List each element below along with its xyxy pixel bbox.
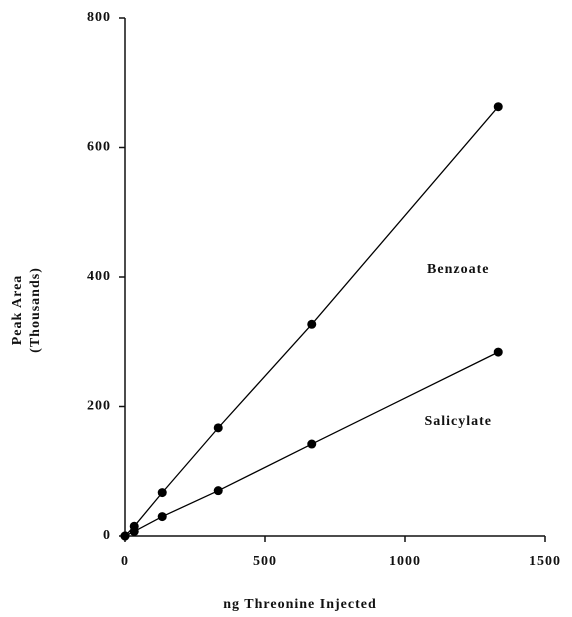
y-axis-label: Peak Area [10,275,25,346]
data-point [493,347,503,357]
data-point [213,423,223,433]
data-point [157,488,167,498]
data-point [307,439,317,449]
x-tick-label: 0 [121,554,129,569]
x-tick-label: 1000 [389,554,421,569]
y-tick-label: 800 [87,10,111,25]
x-tick-label: 500 [253,554,277,569]
x-tick-label: 1500 [529,554,561,569]
y-tick-label: 600 [87,140,111,155]
series-label: Benzoate [427,262,489,277]
data-point [213,486,223,496]
data-point [129,526,139,536]
data-point [307,319,317,329]
y-tick-label: 400 [87,269,111,284]
y-tick-label: 200 [87,399,111,414]
data-point [493,102,503,112]
data-point [120,531,130,541]
y-axis-label: (Thousands) [28,267,43,353]
x-axis-label: ng Threonine Injected [223,597,377,612]
series-label: Salicylate [424,414,492,429]
data-point [157,512,167,522]
y-tick-label: 0 [103,528,111,543]
